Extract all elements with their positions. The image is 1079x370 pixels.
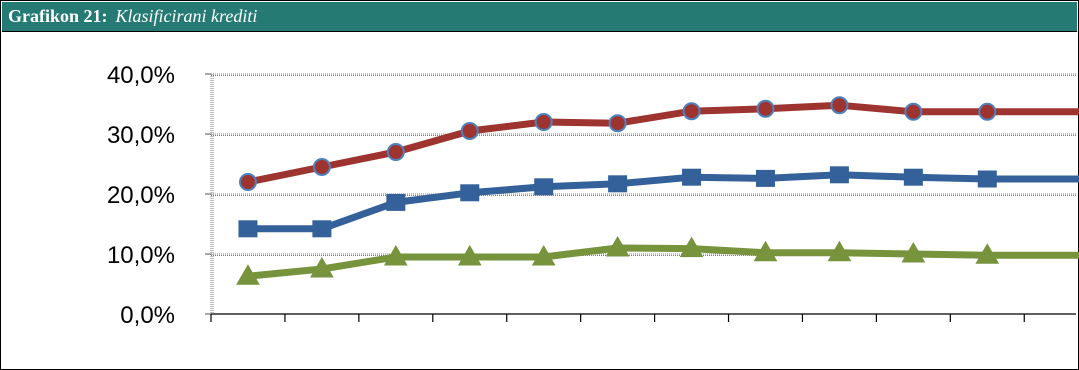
data-point [829,166,849,184]
data-point [682,168,702,186]
data-point [977,170,997,188]
data-point [755,169,775,187]
chart-title: Klasificirani krediti [115,6,258,26]
series-line [247,244,1079,280]
data-point [830,96,849,115]
data-point [608,175,628,193]
data-point [531,245,556,266]
data-point [383,245,408,266]
data-point [903,168,923,186]
data-point [534,113,553,131]
data-point [608,114,627,133]
series-line [247,101,1079,186]
data-point [238,220,258,238]
y-tick-label: 20,0% [107,182,175,209]
data-point [901,242,926,263]
y-tick-label: 40,0% [107,62,175,89]
data-point [605,236,630,257]
marker-layer [236,96,1000,285]
data-point [310,257,334,278]
y-tick-label: 30,0% [107,122,175,149]
data-point [312,220,332,238]
data-point [457,245,482,266]
data-point [978,102,997,121]
data-point [756,99,775,118]
data-point [827,240,852,262]
series-line [247,171,1079,233]
data-point [386,193,406,211]
y-tick-label: 0,0% [120,302,175,329]
series-layer [247,101,1079,280]
data-point [904,102,923,121]
y-tick-label: 10,0% [107,242,175,269]
data-point [460,122,479,140]
data-point [682,102,701,121]
data-point [753,240,778,262]
data-point [312,158,331,176]
data-point [460,184,480,202]
data-point [679,236,704,258]
data-point [975,243,1000,264]
data-point [386,143,405,161]
data-point [238,173,257,191]
chart-number-label: Grafikon 21: [8,6,108,26]
axis-layer: 0,0% 10,0% 20,0% 30,0% 40,0% [107,62,1076,329]
data-point [236,264,260,285]
chart-header: Grafikon 21: Klasificirani krediti [2,2,1077,32]
line-chart: 0,0% 10,0% 20,0% 30,0% 40,0% [107,62,1079,329]
data-point [534,178,554,196]
